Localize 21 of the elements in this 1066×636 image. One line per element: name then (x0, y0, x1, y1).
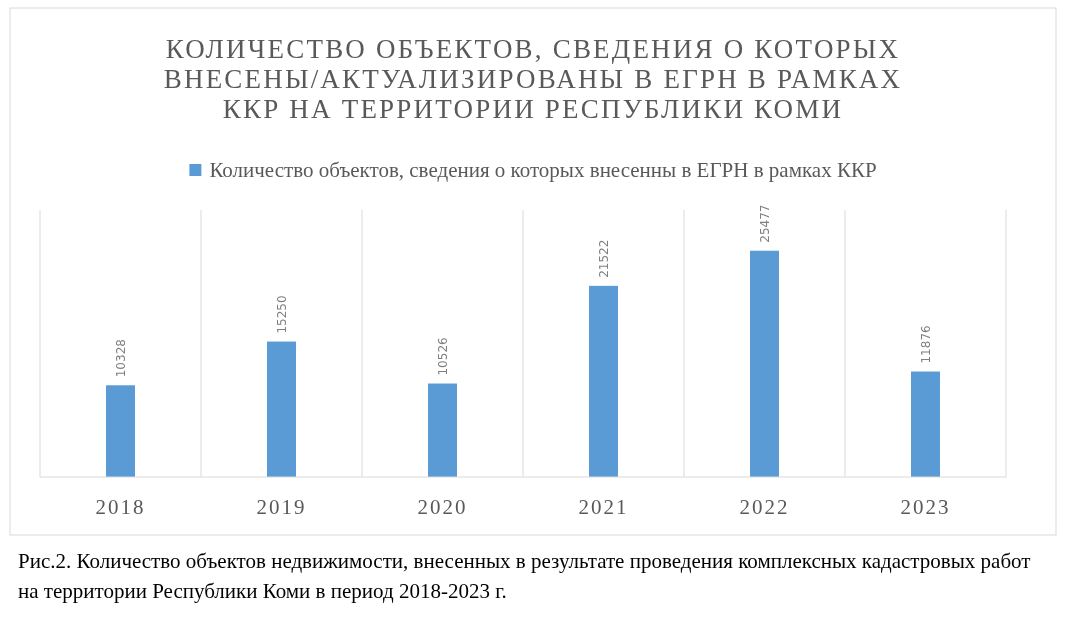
legend-label: Количество объектов, сведения о которых внесенны в ЕГРН в рамках ККР (209, 158, 877, 182)
chart-title: КОЛИЧЕСТВО ОБЪЕКТОВ, СВЕДЕНИЯ О КОТОРЫХ ВНЕСЕНЫ/АКТУАЛИЗИРОВАНЫ В ЕГРН В РАМКАХ ККР НА ТЕРРИТОРИИ РЕСПУБЛИКИ КОМИ (163, 34, 903, 124)
bar (750, 250, 779, 477)
bar (106, 385, 135, 477)
data-label: 25477 (757, 204, 772, 243)
bar (428, 383, 457, 477)
data-label: 15250 (274, 295, 289, 334)
bar (589, 285, 618, 477)
bar (267, 341, 296, 477)
x-tick-label: 2021 (578, 495, 629, 519)
x-tick-label: 2023 (900, 495, 951, 519)
x-tick-label: 2018 (95, 495, 146, 519)
data-label: 11876 (918, 325, 933, 364)
data-label: 10328 (113, 339, 128, 378)
data-label: 21522 (596, 239, 611, 278)
x-tick-label: 2022 (739, 495, 790, 519)
data-label: 10526 (435, 337, 450, 376)
bar (911, 371, 940, 477)
x-tick-label: 2019 (256, 495, 307, 519)
text: Рис.2. Количество объектов недвижимости, внесенных в результате проведения комплексных кадастровых работ на территории Республики Коми в период 2018-2023 г. (18, 549, 1031, 603)
x-tick-label: 2020 (417, 495, 468, 519)
